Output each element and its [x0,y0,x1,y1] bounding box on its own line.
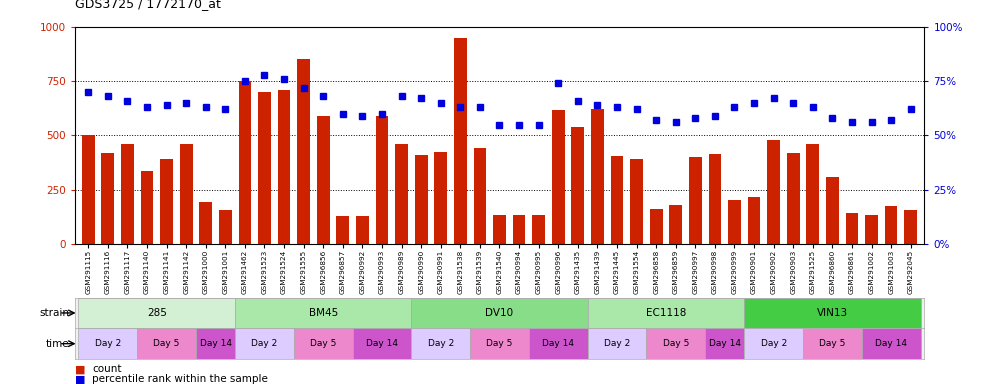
Text: Day 2: Day 2 [427,339,454,348]
Bar [470,328,529,359]
Bar [846,214,859,244]
Bar [905,210,917,244]
Bar [160,159,173,244]
Bar [669,205,682,244]
Bar [747,197,760,244]
Bar [317,116,330,244]
Text: Day 2: Day 2 [603,339,630,348]
Bar [705,328,745,359]
Bar [729,200,741,244]
Bar [101,153,114,244]
Bar [552,111,565,244]
Bar [79,298,236,328]
Bar [79,328,137,359]
Bar [196,328,236,359]
Bar [572,127,584,244]
Text: Day 2: Day 2 [760,339,787,348]
Text: Day 14: Day 14 [875,339,908,348]
Bar [532,215,545,244]
Bar [412,298,587,328]
Bar [356,216,369,244]
Bar [709,154,722,244]
Bar [200,202,212,244]
Bar [865,215,878,244]
Bar [353,328,412,359]
Text: Day 14: Day 14 [543,339,575,348]
Bar [434,152,447,244]
Bar [806,144,819,244]
Bar [412,328,470,359]
Bar [745,298,920,328]
Bar [336,216,349,244]
Text: percentile rank within the sample: percentile rank within the sample [92,374,268,384]
Text: 285: 285 [147,308,167,318]
Bar [493,215,506,244]
Bar [529,328,587,359]
Bar [121,144,134,244]
Bar [236,328,294,359]
Bar [473,148,486,244]
Text: ■: ■ [75,364,85,374]
Bar [587,298,745,328]
Bar [140,171,153,244]
Bar [745,328,803,359]
Text: Day 14: Day 14 [366,339,398,348]
Text: Day 5: Day 5 [310,339,336,348]
Text: count: count [92,364,122,374]
Text: Day 14: Day 14 [709,339,741,348]
Bar [258,92,270,244]
Bar [787,153,799,244]
Bar [630,159,643,244]
Bar [137,328,196,359]
Bar [396,144,408,244]
Bar [610,156,623,244]
Text: time: time [46,339,70,349]
Text: Day 5: Day 5 [819,339,846,348]
Bar [803,328,862,359]
Bar [650,209,663,244]
Text: BM45: BM45 [308,308,338,318]
Text: Day 5: Day 5 [153,339,180,348]
Text: EC1118: EC1118 [646,308,686,318]
Bar [239,81,251,244]
Text: ■: ■ [75,374,85,384]
Bar [376,116,389,244]
Bar [591,109,603,244]
Text: DV10: DV10 [485,308,514,318]
Text: strain: strain [40,308,70,318]
Bar [180,144,193,244]
Text: Day 2: Day 2 [251,339,277,348]
Bar [862,328,920,359]
Bar [885,206,898,244]
Bar [82,136,94,244]
Text: Day 5: Day 5 [663,339,689,348]
Bar [219,210,232,244]
Bar [513,215,526,244]
Bar [646,328,705,359]
Bar [236,298,412,328]
Text: VIN13: VIN13 [817,308,848,318]
Bar [689,157,702,244]
Text: GDS3725 / 1772170_at: GDS3725 / 1772170_at [75,0,221,10]
Bar [414,155,427,244]
Bar [277,90,290,244]
Bar [297,60,310,244]
Text: Day 5: Day 5 [486,339,513,348]
Bar [454,38,467,244]
Bar [826,177,839,244]
Text: Day 2: Day 2 [94,339,121,348]
Bar [587,328,646,359]
Bar [767,140,780,244]
Text: Day 14: Day 14 [200,339,232,348]
Bar [294,328,353,359]
